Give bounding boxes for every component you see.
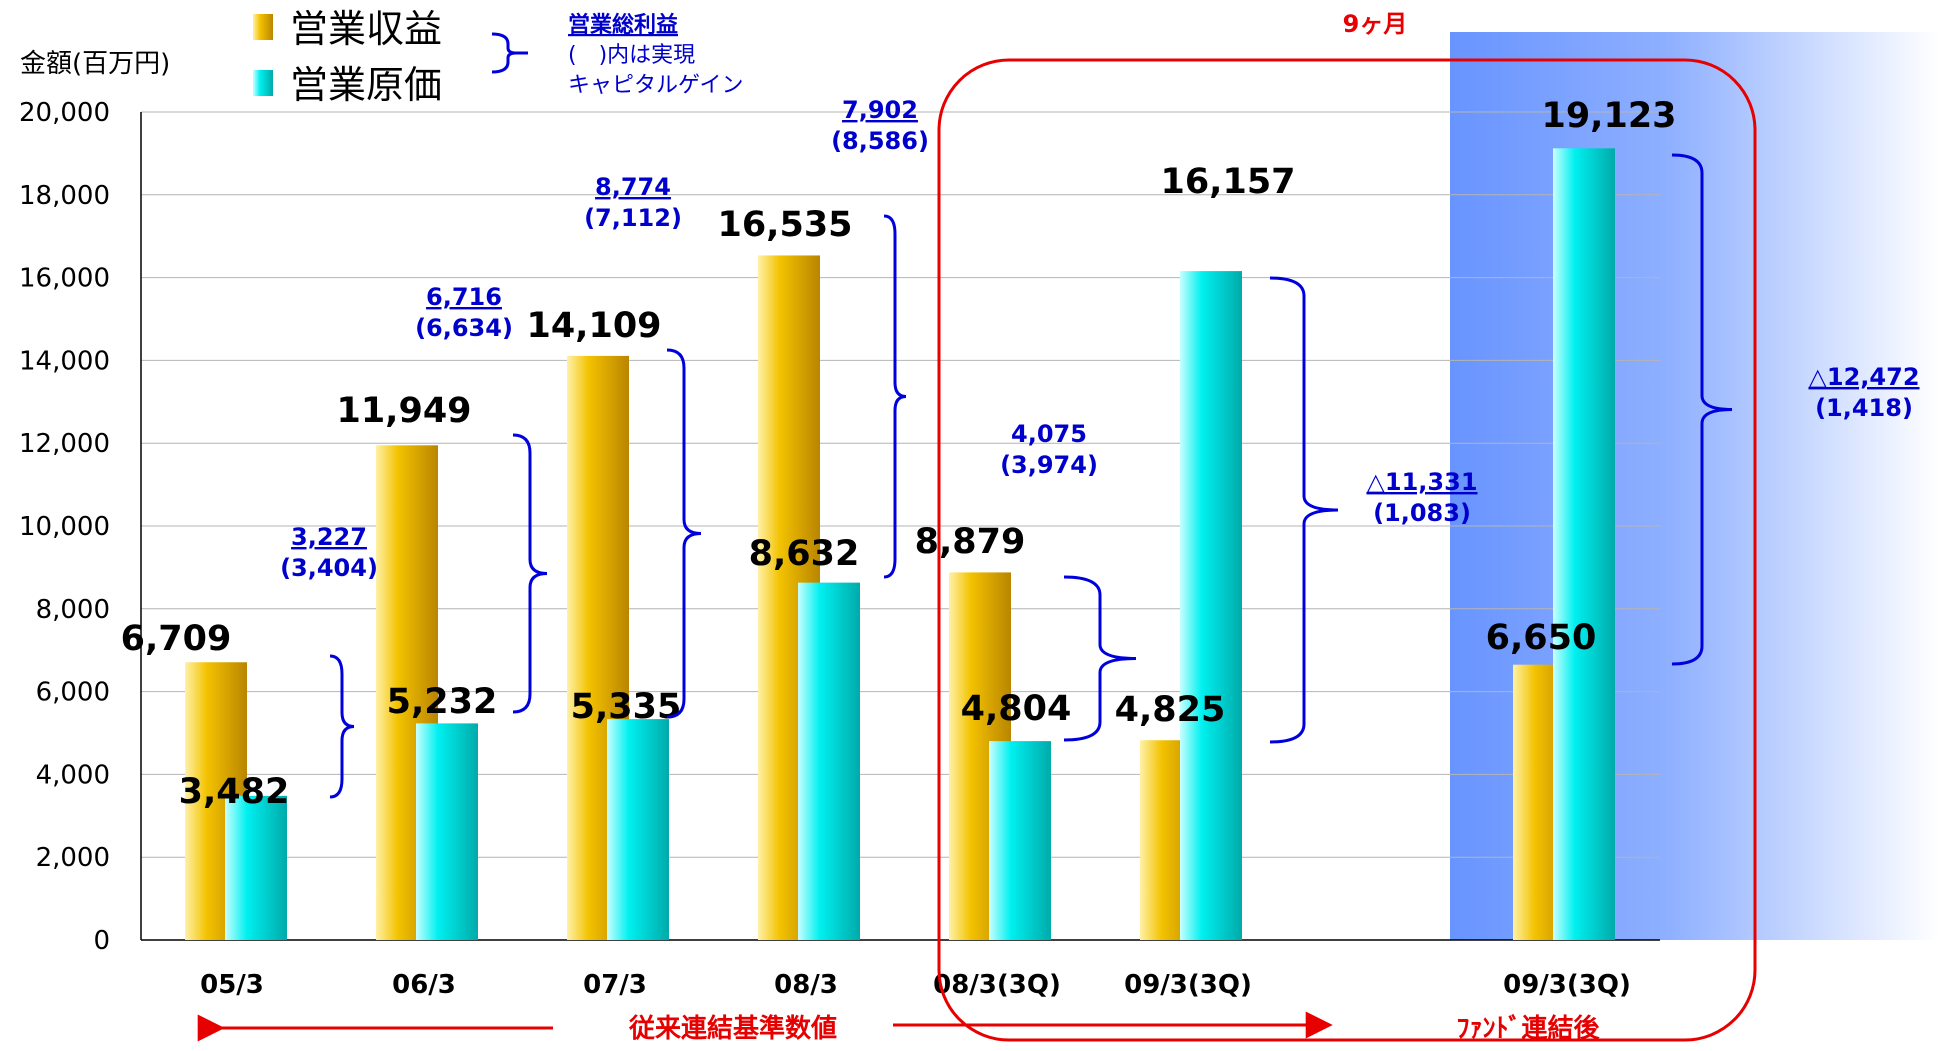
x-tick-label: 08/3 [774,970,838,1000]
gross-profit-value: 3,227 [291,523,367,551]
capital-gain-value: (1,418) [1815,394,1913,422]
value-label-cost: 5,335 [571,687,682,727]
legend-note-line2: キャピタルゲイン [568,73,744,98]
value-label-cost: 16,157 [1160,162,1295,202]
gross-profit-value: 7,902 [842,96,918,124]
x-axis-labels: 05/3 06/3 07/3 08/3 08/3(3Q) 09/3(3Q) 09/3(3Q) [200,970,1631,1000]
brace [666,348,702,719]
value-label-revenue: 16,535 [717,205,852,245]
period-label: 9ヶ月 [1343,10,1408,38]
bar-cost [1553,148,1615,940]
legend-note-title: 営業総利益 [568,12,678,38]
gross-profit-braces [329,153,1733,799]
value-labels: 6,709 11,949 14,109 16,535 8,879 4,825 6,650 3,… [121,96,1677,812]
y-tick-label: 12,000 [19,429,110,459]
capital-gain-value: (6,634) [415,314,513,342]
y-tick-label: 14,000 [19,346,110,376]
bar-cost [1180,271,1242,940]
value-label-revenue: 6,650 [1486,618,1597,658]
capital-gain-value: (8,586) [831,127,929,155]
legend-swatch-revenue [253,14,273,40]
gross-profit-value: 8,774 [595,173,671,201]
value-label-revenue: 6,709 [121,619,232,659]
x-tick-label: 08/3(3Q) [933,970,1061,1000]
capital-gain-value: (7,112) [584,204,682,232]
bars [185,148,1615,941]
bar-cost [989,741,1051,940]
bar-cost [607,719,669,940]
brace [512,433,548,714]
x-tick-label: 09/3(3Q) [1124,970,1252,1000]
value-label-cost: 5,232 [387,682,498,722]
y-tick-label: 10,000 [19,512,110,542]
value-label-revenue: 14,109 [526,306,661,346]
y-tick-label: 18,000 [19,181,110,211]
value-label-cost: 4,804 [961,689,1072,729]
fund-consolidation-label: ﾌｧﾝﾄﾞ連結後 [1456,1013,1600,1044]
x-tick-label: 06/3 [392,970,456,1000]
legend-note-brace [491,32,528,74]
x-tick-label: 09/3(3Q) [1503,970,1631,1000]
value-label-revenue: 11,949 [336,391,471,431]
y-tick-label: 2,000 [36,843,110,873]
gross-profit-value: △11,331 [1366,468,1477,496]
legend-label-cost: 営業原価 [290,63,442,107]
capital-gain-value: (1,083) [1373,499,1471,527]
value-label-revenue: 8,879 [915,522,1026,562]
bar-cost [798,582,860,940]
gross-profit-value: 4,075 [1011,420,1087,448]
y-tick-label: 0 [93,926,110,956]
gross-profit-value: 6,716 [426,283,502,311]
y-tick-label: 8,000 [36,595,110,625]
value-label-cost: 8,632 [749,534,860,574]
value-label-cost: 19,123 [1541,96,1676,136]
y-tick-label: 4,000 [36,760,110,790]
old-basis-label: 従来連結基準数値 [628,1013,837,1044]
x-tick-label: 05/3 [200,970,264,1000]
bar-cost [225,795,287,940]
y-tick-label: 6,000 [36,678,110,708]
y-tick-label: 20,000 [19,98,110,128]
brace [1063,575,1137,742]
gross-profit-value: △12,472 [1808,363,1919,391]
y-axis-title: 金額(百万円) [20,49,170,79]
legend-swatch-cost [253,70,273,96]
brace [329,654,355,799]
bar-cost [416,723,478,940]
brace [883,214,907,579]
y-axis-ticks: 0 2,000 4,000 6,000 8,000 10,000 12,000 14,000 1… [19,98,110,956]
legend-note-line1: ( )内は実現 [568,43,695,68]
capital-gain-value: (3,404) [280,554,378,582]
capital-gain-value: (3,974) [1000,451,1098,479]
value-label-revenue: 4,825 [1115,690,1226,730]
value-label-cost: 3,482 [179,772,290,812]
brace [1269,276,1339,744]
legend-label-revenue: 営業収益 [290,7,442,51]
brace [1671,153,1733,666]
x-tick-label: 07/3 [583,970,647,1000]
gross-profit-notes: 3,227 (3,404) 6,716 (6,634) 8,774 (7,112) 7,90… [280,96,1919,582]
nine-month-frame [937,58,1757,1042]
y-tick-label: 16,000 [19,264,110,294]
